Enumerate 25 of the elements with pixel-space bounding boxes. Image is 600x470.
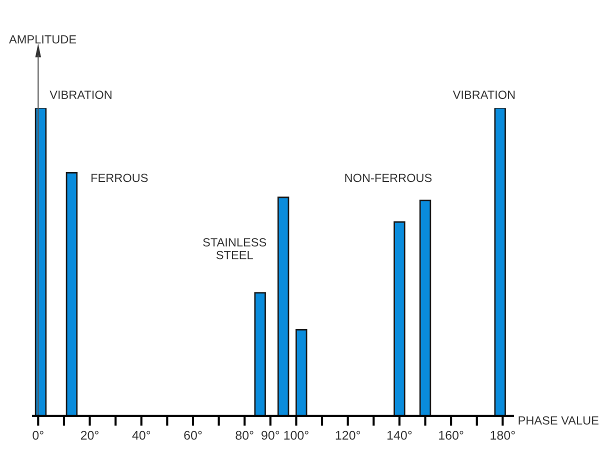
annotation: FERROUS	[92, 174, 148, 182]
bar	[296, 329, 308, 416]
x-tick-label: 180°	[490, 430, 515, 440]
annotation: NON-FERROUS	[345, 174, 432, 182]
bar	[277, 196, 290, 416]
bar	[494, 108, 506, 416]
bar	[419, 200, 432, 416]
x-tick-label: 160°	[439, 430, 464, 440]
annotation: STAINLESS STEEL	[203, 238, 266, 260]
x-tick-label: 80°	[236, 430, 254, 440]
bar	[66, 172, 78, 416]
bar	[394, 221, 406, 416]
x-tick-label: 90°	[262, 430, 280, 440]
x-tick-label: 140°	[387, 430, 412, 440]
x-tick-label: 120°	[336, 430, 360, 440]
x-axis-title: PHASE VALUE	[518, 416, 598, 425]
x-tick-label: 40°	[132, 430, 150, 440]
text: VIBRATION	[452, 90, 515, 99]
bar	[254, 292, 266, 416]
x-tick-label: 100°	[284, 430, 308, 440]
x-tick-label: 20°	[80, 430, 98, 440]
x-tick-label: 0°	[32, 430, 44, 440]
text: AMPLITUDE	[9, 35, 76, 44]
x-tick-label: 60°	[184, 430, 202, 440]
text: VIBRATION	[50, 90, 112, 99]
